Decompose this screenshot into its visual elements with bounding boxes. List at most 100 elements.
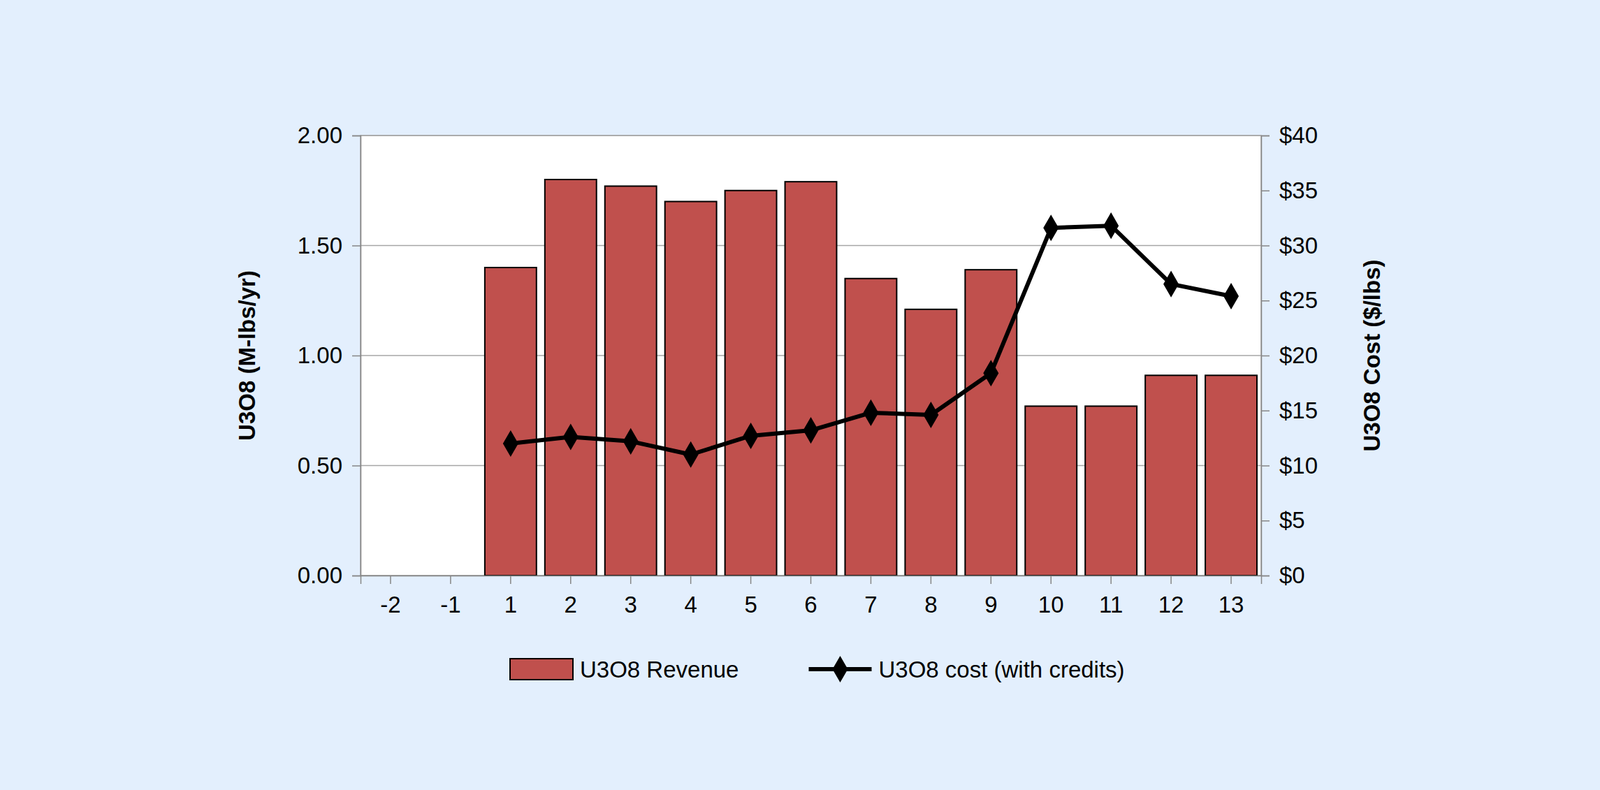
bar [1145,375,1197,576]
tick-label: 9 [984,591,998,618]
axis-line [1261,136,1271,577]
axis-line [361,576,1262,585]
tick-label: $5 [1279,507,1306,534]
tick-mark [352,575,361,578]
tick-label: 13 [1218,591,1245,618]
tick-mark [352,465,361,467]
legend: U3O8 Revenue U3O8 cost (with credits) [510,656,1125,683]
tick: 12 [1158,575,1185,618]
tick-label: 2.00 [297,122,343,149]
tick-mark [1261,245,1270,247]
tick-label: $10 [1279,452,1318,479]
plot-area [360,135,1262,576]
tick-label: 0.00 [297,562,343,589]
tick: -1 [440,575,461,618]
tick: 7 [864,575,877,618]
marker [983,359,999,387]
tick: -2 [380,575,401,618]
tick-label: $0 [1279,562,1306,589]
tick-label: 3 [624,591,638,618]
marker [802,417,819,444]
tick: 1.50 [297,232,361,259]
tick: 10 [1038,575,1065,618]
tick-label: 6 [804,591,817,618]
bar [544,179,597,576]
tick: 8 [924,575,937,618]
bar [1024,405,1077,576]
marker [683,441,699,469]
tick-label: 0.50 [297,452,343,479]
tick: $40 [1261,122,1318,149]
tick-mark [1261,410,1270,413]
tick-mark [750,575,752,585]
tick: 4 [684,575,697,618]
y-axis: 0.00 0.50 1.00 1.50 2.00 [297,122,362,589]
tick: $20 [1261,342,1318,369]
tick-label: 8 [924,591,937,618]
tick-mark [1261,135,1270,137]
chart: 0.00 0.50 1.00 1.50 2.00 $0 $5 $10 $15 $20 $25 $30 $… [0,0,1600,790]
y-axis-title: U3O8 (M-lbs/yr) [234,270,260,441]
tick-mark [1261,190,1270,193]
tick-label: $40 [1279,122,1318,149]
line [510,225,1232,455]
tick-label: $30 [1279,232,1318,259]
tick-label: 1 [504,591,518,618]
marker [623,428,639,455]
tick-label: 7 [864,591,877,618]
bar [665,201,717,577]
bar [725,190,777,576]
legend-swatch [510,658,573,680]
marker [1043,214,1059,242]
legend-item: U3O8 cost (with credits) [808,656,1125,683]
tick-label: 4 [684,591,697,618]
tick: 2 [564,575,578,618]
tick-mark [870,575,872,585]
grid [360,135,1262,576]
tick: 0.00 [297,562,361,589]
tick-label: $35 [1279,177,1318,204]
tick-mark [1261,520,1270,522]
tick: 3 [624,575,638,618]
bar [605,185,657,576]
tick-mark [1170,575,1172,585]
tick-mark [389,575,392,585]
tick-mark [1110,575,1112,585]
tick-label: $25 [1279,287,1318,314]
tick-label: 5 [744,591,757,618]
marker [503,430,519,457]
tick-label: 2 [564,591,578,618]
marker [1163,271,1179,298]
tick: $15 [1261,397,1318,424]
tick-label: 1.50 [297,232,343,259]
tick-mark [449,575,452,585]
marker [1223,282,1239,310]
tick-label: 10 [1038,591,1065,618]
marker [1103,212,1119,239]
marker [743,422,759,450]
tick-mark [630,575,632,585]
tick: 1.00 [297,342,361,369]
legend-marker [832,656,848,683]
tick-label: 12 [1158,591,1185,618]
tick-mark [690,575,692,585]
tick-mark [1261,300,1270,302]
legend-item: U3O8 Revenue [510,656,739,683]
tick-label: 1.00 [297,342,343,369]
tick-mark [1230,575,1232,585]
y2-axis-title: U3O8 Cost ($/lbs) [1358,259,1385,452]
tick: 5 [744,575,757,618]
legend-label: U3O8 Revenue [579,656,739,683]
background [0,0,1600,790]
bar [484,267,537,576]
tick-mark [1261,575,1270,578]
tick-label: $20 [1279,342,1318,369]
marks [484,179,1257,576]
tick: $35 [1261,177,1318,204]
tick: $25 [1261,287,1318,314]
bar [785,181,838,576]
tick-mark [510,575,512,585]
tick-mark [990,575,993,585]
tick-mark [352,245,361,247]
plot-frame [360,135,1262,576]
